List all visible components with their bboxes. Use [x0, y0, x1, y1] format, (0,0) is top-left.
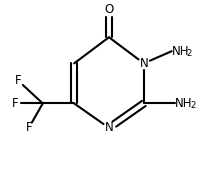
Text: NH: NH: [175, 97, 193, 110]
Text: N: N: [105, 121, 113, 134]
Text: F: F: [15, 74, 22, 87]
Text: O: O: [104, 3, 114, 16]
Text: NH: NH: [172, 45, 189, 58]
Text: 2: 2: [186, 49, 192, 58]
Text: 2: 2: [190, 101, 195, 110]
Text: F: F: [12, 97, 18, 110]
Text: F: F: [26, 121, 32, 134]
Text: N: N: [140, 57, 148, 70]
